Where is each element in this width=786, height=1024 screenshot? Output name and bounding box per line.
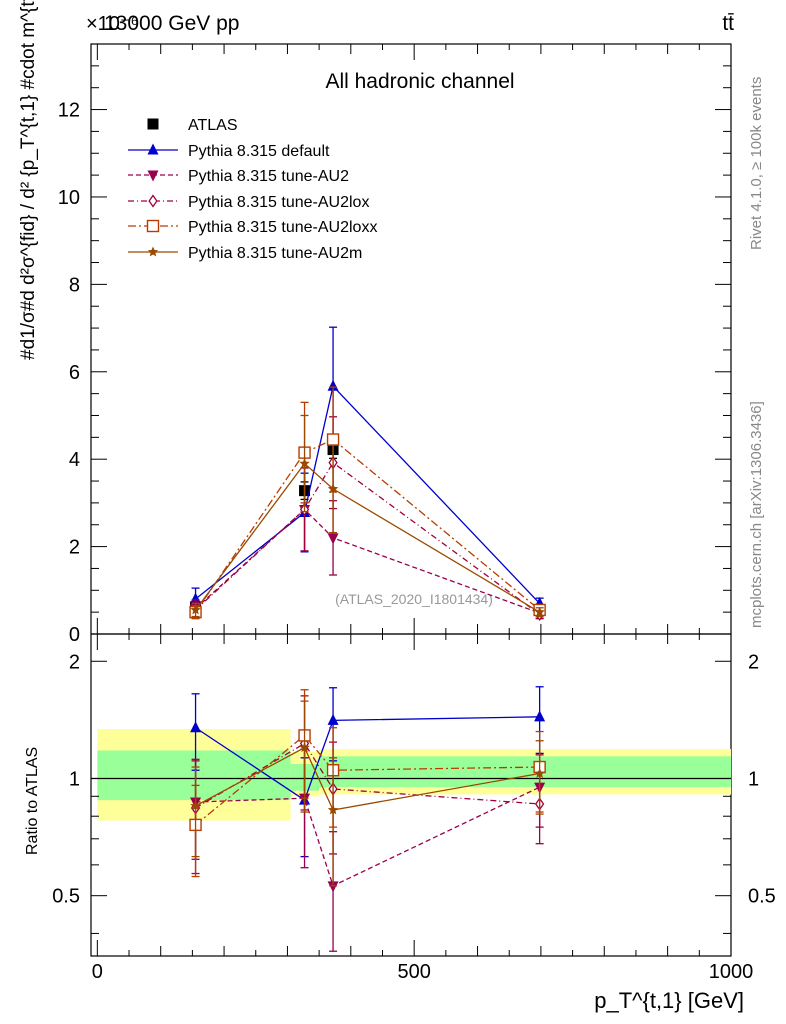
green-band [319, 756, 731, 788]
series-default [190, 326, 546, 611]
data-point [190, 604, 201, 615]
x-axis-title: p_T^{t,1} [GeV] [594, 988, 744, 1013]
legend-label: Pythia 8.315 tune-AU2loxx [188, 219, 377, 236]
ratio-line [195, 734, 540, 826]
y-tick-label: 10 [58, 187, 80, 209]
data-point [147, 246, 159, 257]
legend-label: Pythia 8.315 tune-AU2lox [188, 194, 369, 211]
data-point [147, 118, 159, 130]
legend-entry-au2loxx: Pythia 8.315 tune-AU2loxx [128, 219, 377, 236]
data-point [146, 219, 160, 233]
series-line [195, 438, 541, 613]
ratio-axis-title: Ratio to ATLAS [24, 747, 41, 855]
rivet-version-label: Rivet 4.1.0, ≥ 100k events [748, 77, 765, 250]
data-point [327, 804, 339, 815]
y-tick-label: 4 [69, 449, 80, 471]
data-point [147, 143, 159, 155]
data-point [326, 433, 340, 446]
legend-label: Pythia 8.315 tune-AU2 [188, 168, 349, 185]
series-au2m [190, 414, 545, 618]
legend-label: ATLAS [188, 117, 238, 134]
ratio-tick-label: 0.5 [52, 886, 80, 908]
main-series-group [189, 326, 546, 621]
ratio-tick-label-right: 0.5 [748, 886, 776, 908]
x-tick-label: 1000 [709, 961, 754, 983]
ratio-line [195, 746, 540, 811]
y-axis-title: #d1/σ#d d²σ^{fid} / d² {p_T^{t,1} #cdot … [18, 0, 39, 360]
data-point [534, 768, 545, 778]
data-point [147, 170, 159, 182]
data-point [190, 721, 202, 733]
legend-label: Pythia 8.315 default [188, 143, 330, 160]
main-plot-frame [90, 43, 732, 635]
analysis-watermark: (ATLAS_2020_I1801434) [335, 591, 493, 607]
header-process-label: tt̄ [722, 12, 734, 35]
ratio-plot-frame [90, 633, 732, 957]
legend-entry-default: Pythia 8.315 default [128, 143, 330, 160]
ratio-tick-label-right: 2 [748, 651, 759, 673]
x-tick-label: 500 [397, 961, 430, 983]
legend-entry-au2: Pythia 8.315 tune-AU2 [128, 168, 349, 185]
y-tick-label: 6 [69, 362, 80, 384]
series-line [195, 461, 541, 615]
y-tick-label: 8 [69, 274, 80, 296]
legend-entry-au2m: Pythia 8.315 tune-AU2m [128, 245, 362, 262]
legend-entry-au2lox: Pythia 8.315 tune-AU2lox [128, 194, 369, 211]
data-point [299, 742, 310, 753]
ratio-tick-label: 2 [69, 651, 80, 673]
chart-title: All hadronic channel [325, 70, 514, 93]
legend-entry-atlas: ATLAS [147, 117, 238, 134]
axis-ticks [91, 44, 732, 956]
y-tick-label: 12 [58, 100, 80, 122]
data-point [190, 592, 202, 604]
series-au2lox [190, 416, 545, 621]
mcplots-source-label: mcplots.cern.ch [arXiv:1306.3436] [748, 401, 765, 628]
data-point [148, 194, 158, 208]
series-line [195, 462, 540, 613]
data-point [327, 483, 339, 494]
ratio-tick-label-right: 1 [748, 768, 759, 790]
data-point [327, 533, 339, 545]
data-point [299, 458, 310, 468]
y-tick-label: 2 [69, 537, 80, 559]
data-point [190, 800, 201, 811]
ratio-line [195, 716, 540, 802]
legend: ATLAS Pythia 8.315 default Pythia 8.315 … [128, 117, 377, 262]
data-point [534, 710, 546, 722]
data-point [327, 713, 339, 725]
ratio-series-au2m [190, 700, 545, 887]
data-point [327, 379, 339, 391]
green-band [97, 750, 291, 801]
ratio-line [195, 786, 540, 887]
header-energy-label: 13000 GeV pp [104, 12, 239, 35]
data-point [534, 606, 545, 617]
y-axis-exponent-label: ×10⁻⁶ [86, 13, 139, 35]
ratio-tick-label: 1 [69, 768, 80, 790]
series-line [195, 384, 541, 604]
legend-label: Pythia 8.315 tune-AU2m [188, 245, 362, 262]
y-tick-label: 0 [69, 624, 80, 646]
x-tick-label: 0 [92, 961, 103, 983]
data-point [327, 881, 339, 893]
ratio-series-group [189, 686, 546, 952]
